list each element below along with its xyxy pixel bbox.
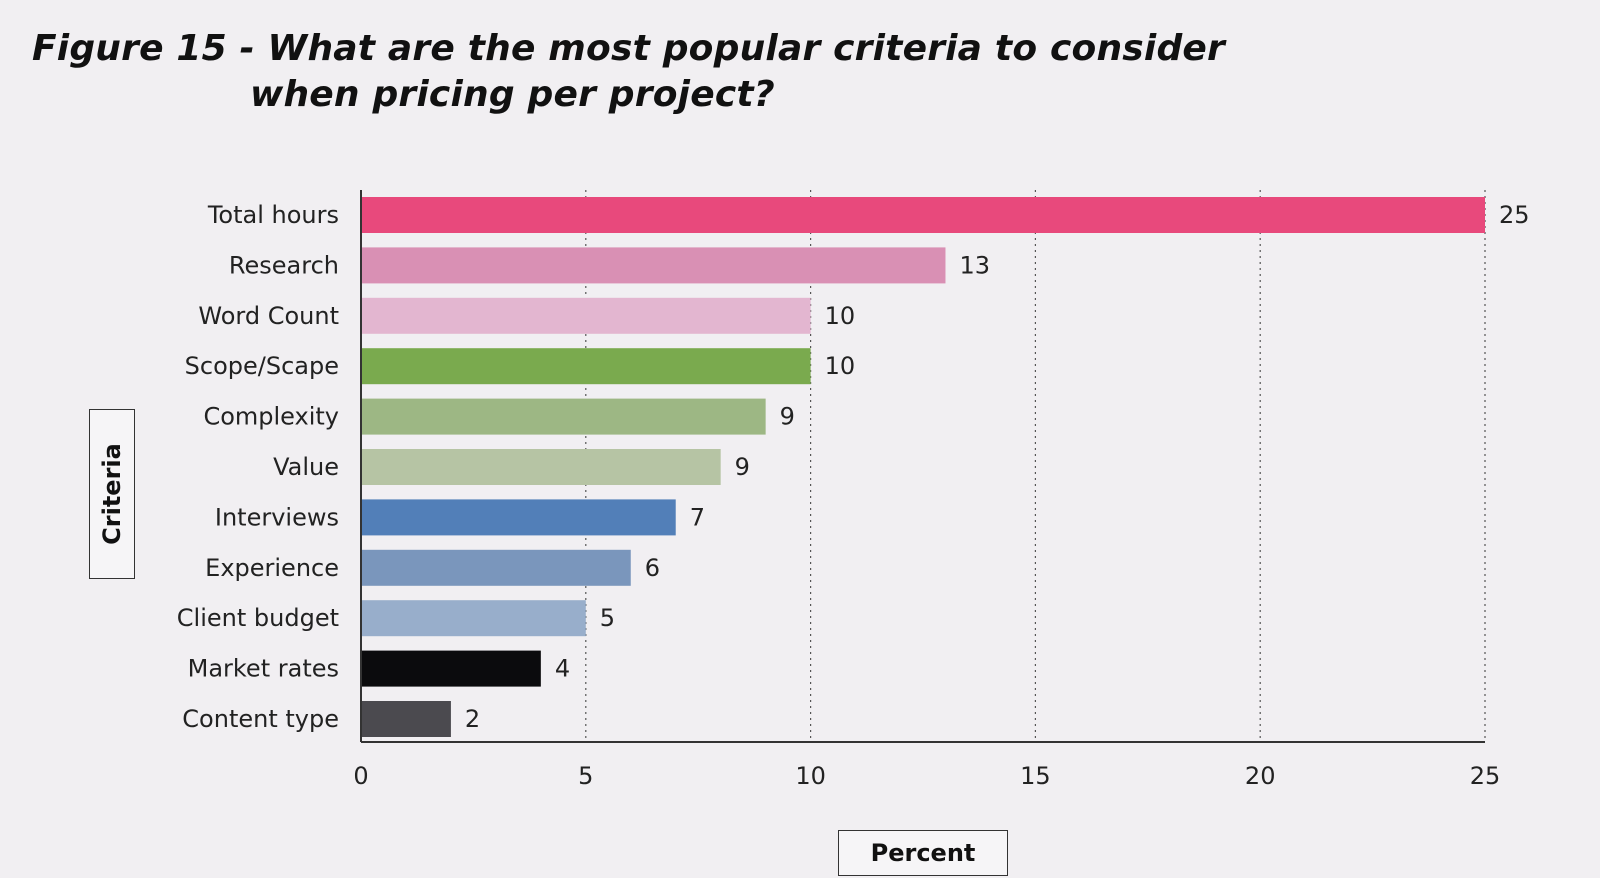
y-axis-title: Criteria	[89, 409, 135, 579]
value-label: 9	[735, 453, 750, 481]
value-label: 25	[1499, 201, 1530, 229]
category-label: Interviews	[215, 503, 339, 531]
bar-client-budget	[361, 600, 586, 637]
x-axis-title-text: Percent	[870, 839, 976, 867]
value-label: 6	[645, 554, 660, 582]
bar-experience	[361, 549, 631, 586]
bar-word-count	[361, 297, 811, 334]
x-tick-label: 10	[795, 762, 826, 790]
value-label: 4	[555, 655, 570, 683]
bar-scope-scape	[361, 348, 811, 385]
category-label: Word Count	[198, 302, 339, 330]
value-label: 10	[825, 302, 856, 330]
x-tick-label: 15	[1020, 762, 1051, 790]
x-tick-label: 0	[353, 762, 368, 790]
bar-complexity	[361, 398, 766, 435]
x-tick-label: 20	[1245, 762, 1276, 790]
bar-research	[361, 247, 946, 284]
category-label: Research	[229, 251, 339, 279]
chart-title-line-2: when pricing per project?	[250, 74, 775, 115]
bar-value	[361, 449, 721, 485]
axes	[360, 190, 1485, 743]
bar-interviews	[361, 499, 676, 536]
value-label: 10	[825, 352, 856, 380]
x-axis-title: Percent	[838, 830, 1008, 876]
x-tick-label: 5	[578, 762, 593, 790]
category-label: Client budget	[177, 604, 339, 632]
category-label: Experience	[205, 554, 339, 582]
chart-title: Figure 15 - What are the most popular cr…	[32, 26, 1225, 118]
category-label: Market rates	[188, 655, 339, 683]
bar-content-type	[361, 701, 451, 737]
value-label: 13	[959, 251, 990, 279]
value-label: 7	[690, 503, 705, 531]
category-label: Content type	[182, 705, 339, 733]
value-label: 5	[600, 604, 615, 632]
bars	[361, 197, 1485, 737]
category-label: Complexity	[203, 403, 339, 431]
x-tick-label: 25	[1470, 762, 1501, 790]
value-label: 9	[780, 403, 795, 431]
category-label: Value	[273, 453, 339, 481]
y-axis-title-text: Criteria	[98, 443, 126, 545]
bar-total-hours	[361, 197, 1485, 233]
bar-market-rates	[361, 650, 541, 687]
value-label: 2	[465, 705, 480, 733]
chart-title-line-1: Figure 15 - What are the most popular cr…	[32, 28, 1225, 69]
category-label: Scope/Scape	[185, 352, 339, 380]
category-label: Total hours	[207, 201, 339, 229]
